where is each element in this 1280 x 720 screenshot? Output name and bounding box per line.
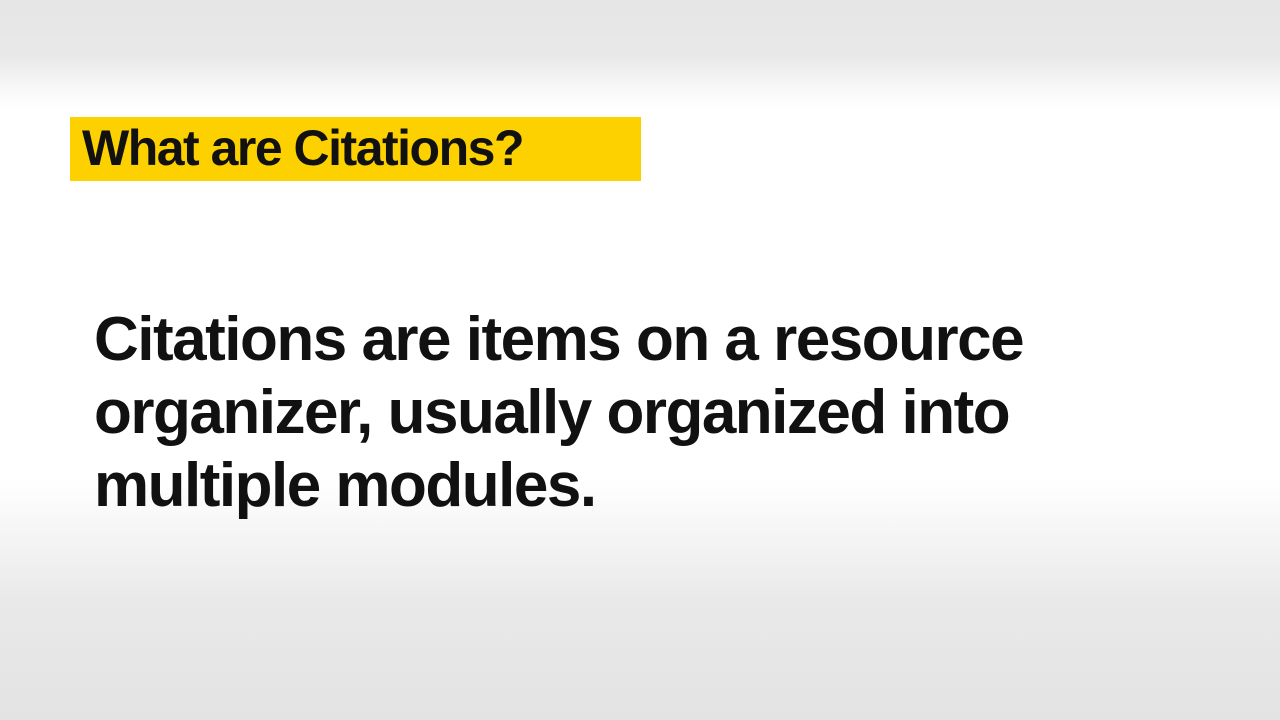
body-line: multiple modules. [94,451,597,520]
body-line: Citations are items on a resource [94,305,1025,374]
slide-body: Citations are items on a resource organi… [94,303,1194,522]
title-highlight-bar [70,117,641,181]
body-line: organizer, usually organized into [94,378,1011,447]
slide-title: What are Citations? [82,120,524,176]
